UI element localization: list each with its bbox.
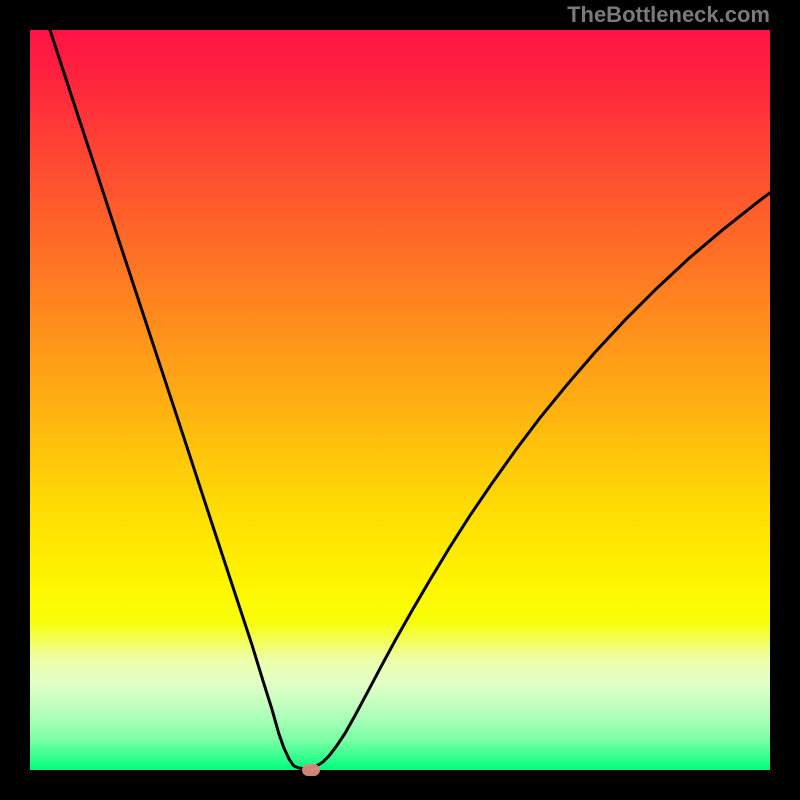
bottleneck-curve [50,30,770,769]
watermark-text: TheBottleneck.com [567,2,770,28]
curve-layer [30,30,770,770]
chart-root: TheBottleneck.com [0,0,800,800]
plot-area [30,30,770,770]
curve-minimum-marker [302,764,320,776]
